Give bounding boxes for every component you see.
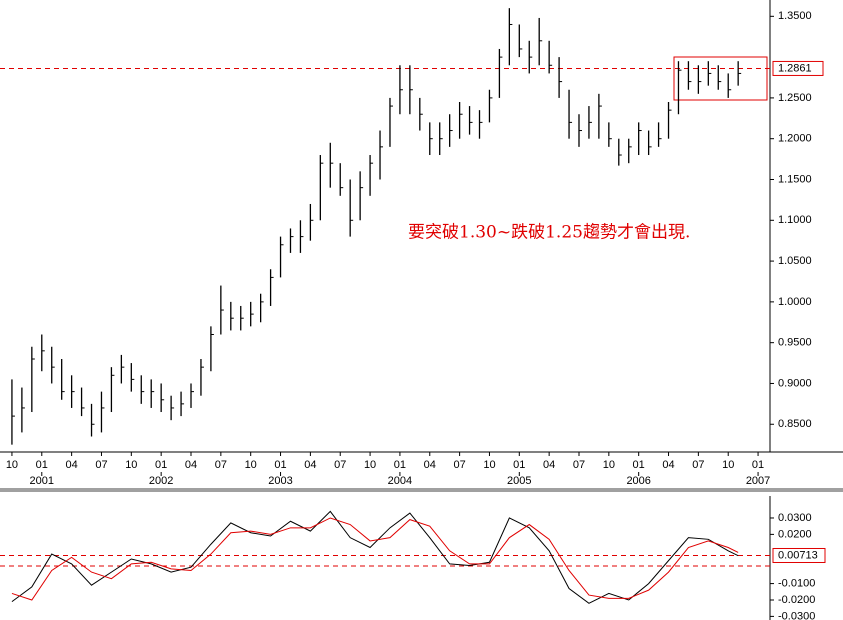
x-tick-label: 01 [155, 459, 167, 471]
x-tick-label: 10 [245, 459, 257, 471]
x-tick-label: 04 [304, 459, 316, 471]
y-tick-label: 0.9500 [778, 337, 812, 349]
reference-label: 0.00713 [778, 549, 818, 561]
x-tick-label: 07 [573, 459, 585, 471]
year-label: 2007 [746, 475, 770, 487]
y-tick-label: 0.9000 [778, 377, 812, 389]
reference-label-box [772, 60, 824, 76]
x-tick-label: 07 [215, 459, 227, 471]
year-label: 2003 [268, 475, 292, 487]
x-tick-label: 10 [603, 459, 615, 471]
y-tick-label: 1.3500 [778, 10, 812, 22]
y-tick-label: 0.0300 [778, 512, 812, 524]
reference-label: 1.2861 [778, 62, 812, 74]
year-label: 2002 [149, 475, 173, 487]
x-tick-label: 07 [334, 459, 346, 471]
x-tick-label: 04 [543, 459, 555, 471]
indicator-line [11, 510, 739, 604]
y-tick-label: 1.2000 [778, 133, 812, 145]
range-box [673, 56, 768, 101]
x-tick-label: 01 [633, 459, 645, 471]
year-label: 2006 [626, 475, 650, 487]
y-tick-label: 1.0500 [778, 255, 812, 267]
annotation: 要突破1.30~跌破1.25趨勢才會出現. [408, 223, 690, 243]
x-tick-label: 01 [513, 459, 525, 471]
year-label: 2005 [507, 475, 531, 487]
y-tick-label: 0.8500 [778, 418, 812, 430]
y-tick-label: -0.0100 [778, 577, 815, 589]
x-tick-label: 01 [36, 459, 48, 471]
x-tick-label: 01 [394, 459, 406, 471]
x-tick-label: 10 [125, 459, 137, 471]
y-tick-label: 1.2500 [778, 92, 812, 104]
x-tick-label: 07 [95, 459, 107, 471]
y-tick-label: 1.1500 [778, 173, 812, 185]
x-tick-label: 10 [483, 459, 495, 471]
x-tick-label: 07 [692, 459, 704, 471]
reference-label-box [772, 547, 826, 563]
indicator-line [11, 517, 739, 601]
x-tick-label: 10 [6, 459, 18, 471]
y-tick-label: 0.0200 [778, 528, 812, 540]
y-tick-label: -0.0200 [778, 594, 815, 606]
x-tick-label: 07 [453, 459, 465, 471]
x-tick-label: 04 [66, 459, 78, 471]
x-tick-label: 10 [364, 459, 376, 471]
year-label: 2001 [30, 475, 54, 487]
x-tick-label: 04 [185, 459, 197, 471]
y-tick-label: 1.0000 [778, 296, 812, 308]
x-tick-label: 01 [752, 459, 764, 471]
x-tick-label: 01 [274, 459, 286, 471]
x-tick-label: 04 [424, 459, 436, 471]
panel-separator [0, 488, 843, 492]
x-tick-label: 04 [662, 459, 674, 471]
x-tick-label: 10 [722, 459, 734, 471]
year-label: 2004 [388, 475, 412, 487]
y-tick-label: -0.0300 [778, 610, 815, 620]
y-tick-label: 1.1000 [778, 214, 812, 226]
